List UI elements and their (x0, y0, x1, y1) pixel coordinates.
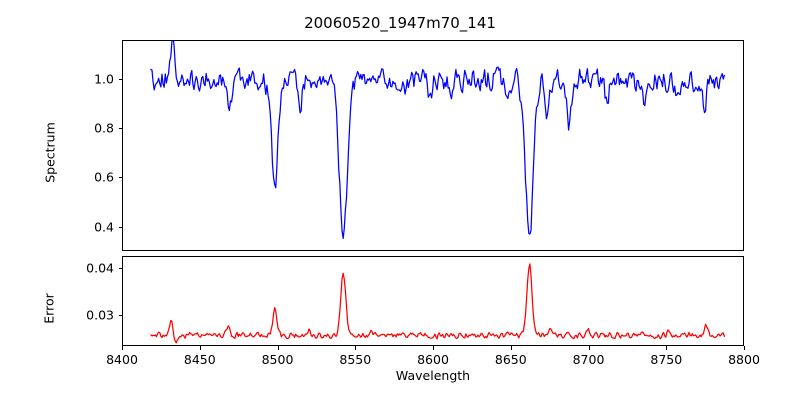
x-tick-mark (433, 346, 435, 350)
error-line-series (123, 257, 743, 345)
x-tick-mark (355, 346, 357, 350)
x-tick-label: 8400 (106, 352, 138, 367)
x-tick-label: 8650 (494, 352, 527, 367)
y-tick-label: 0.8 (94, 120, 114, 136)
y-tick-label: 1.0 (94, 71, 114, 87)
x-tick-mark (122, 346, 124, 350)
x-tick-label: 8500 (261, 352, 294, 367)
x-tick-label: 8700 (572, 352, 605, 367)
x-tick-label: 8550 (339, 352, 372, 367)
y-tick-label: 0.6 (94, 169, 114, 185)
x-tick-mark (588, 346, 590, 350)
x-axis-label: Wavelength (395, 368, 471, 383)
y-tick-mark (118, 267, 122, 269)
y-tick-mark (118, 79, 122, 81)
x-tick-label: 8800 (728, 352, 760, 367)
y-tick-label: 0.04 (86, 260, 114, 276)
y-tick-label: 0.4 (94, 219, 114, 234)
page-title: 20060520_1947m70_141 (304, 14, 496, 32)
y-tick-mark (118, 177, 122, 179)
x-tick-mark (510, 346, 512, 350)
x-tick-label: 8450 (183, 352, 216, 367)
x-tick-mark (199, 346, 201, 350)
y-tick-mark (118, 315, 122, 317)
spectrum-plot-panel (122, 40, 744, 251)
x-tick-label: 8600 (417, 352, 449, 367)
x-tick-label: 8750 (650, 352, 683, 367)
x-tick-mark (277, 346, 279, 350)
spectrum-y-axis-label: Spectrum (42, 122, 58, 183)
error-plot-panel (122, 256, 744, 346)
spectrum-line-series (123, 41, 743, 250)
x-tick-mark (744, 346, 746, 350)
y-tick-mark (118, 128, 122, 130)
x-tick-mark (666, 346, 668, 350)
y-tick-label: 0.03 (86, 307, 114, 323)
y-tick-mark (118, 226, 122, 228)
